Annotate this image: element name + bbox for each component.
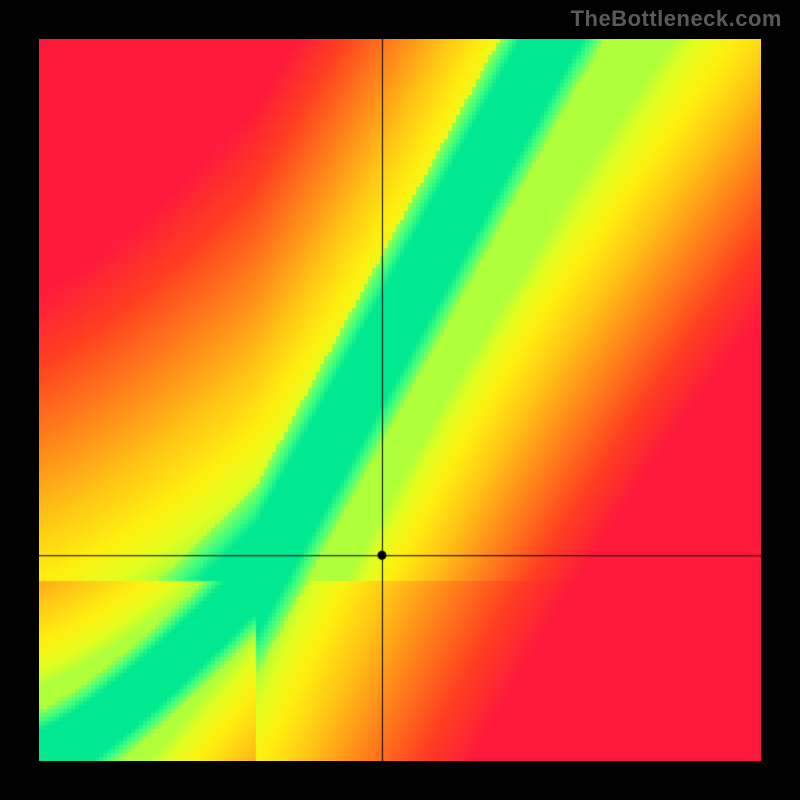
watermark-text: TheBottleneck.com	[571, 6, 782, 32]
bottleneck-chart: TheBottleneck.com	[0, 0, 800, 800]
plot-area	[39, 39, 761, 761]
heatmap-canvas	[39, 39, 761, 761]
